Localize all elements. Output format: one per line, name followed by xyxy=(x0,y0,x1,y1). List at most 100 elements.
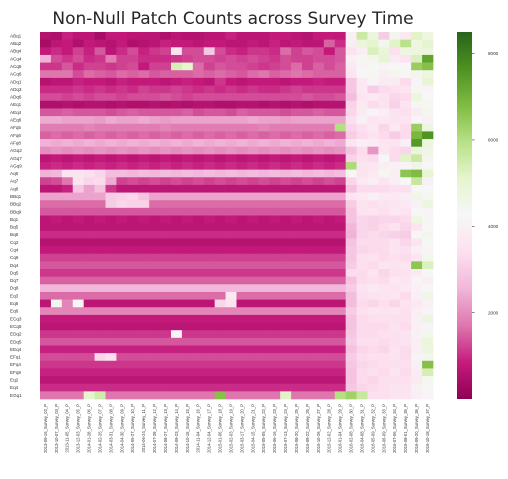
heatmap-cell xyxy=(127,215,139,224)
heatmap-cell xyxy=(269,39,281,48)
heatmap-cell xyxy=(356,123,368,132)
heatmap-cell xyxy=(192,39,205,48)
heatmap-cell xyxy=(116,47,128,56)
heatmap-cell xyxy=(323,368,336,377)
heatmap-cell xyxy=(225,108,237,117)
heatmap-cell xyxy=(258,299,270,308)
heatmap-cell xyxy=(138,391,150,400)
heatmap-cell xyxy=(105,337,117,346)
heatmap-cell xyxy=(236,108,248,117)
heatmap-cell xyxy=(203,391,216,400)
heatmap-cell xyxy=(422,223,434,232)
heatmap-cell xyxy=(236,116,248,125)
heatmap-cell xyxy=(422,62,434,71)
heatmap-cell xyxy=(236,192,248,201)
heatmap-cell xyxy=(127,116,139,125)
heatmap-cell xyxy=(225,383,237,392)
heatmap-cell xyxy=(345,177,357,186)
heatmap-cell xyxy=(116,169,128,178)
heatmap-cell xyxy=(334,276,347,285)
heatmap-cell xyxy=(236,184,248,193)
heatmap-cell xyxy=(192,131,205,140)
heatmap-cell xyxy=(72,383,85,392)
heatmap-cell xyxy=(422,383,434,392)
heatmap-cell xyxy=(214,154,226,163)
heatmap-cell xyxy=(323,139,336,148)
heatmap-cell xyxy=(258,353,270,362)
heatmap-cell xyxy=(400,47,412,56)
heatmap-cell xyxy=(323,116,336,125)
heatmap-cell xyxy=(40,116,52,125)
heatmap-cell xyxy=(378,345,390,354)
heatmap-cell xyxy=(323,108,336,117)
heatmap-cell xyxy=(236,391,248,400)
heatmap-cell xyxy=(247,39,259,48)
heatmap-cell xyxy=(171,200,183,209)
heatmap-cell xyxy=(302,314,314,323)
heatmap-cell xyxy=(422,192,434,201)
heatmap-cell xyxy=(236,291,248,300)
y-tick-label: Eq5 xyxy=(10,301,19,306)
heatmap-cell xyxy=(94,116,106,125)
heatmap-cell xyxy=(367,269,379,278)
heatmap-cell xyxy=(411,192,423,201)
heatmap-cell xyxy=(105,299,117,308)
heatmap-cell xyxy=(302,322,314,331)
heatmap-cell xyxy=(389,169,401,178)
heatmap-cell xyxy=(40,307,52,316)
heatmap-cell xyxy=(345,39,357,48)
heatmap-cell xyxy=(367,368,379,377)
heatmap-cell xyxy=(334,307,347,316)
heatmap-cell xyxy=(203,360,216,369)
heatmap-cell xyxy=(116,32,128,40)
heatmap-cell xyxy=(171,192,183,201)
heatmap-cell xyxy=(160,177,172,186)
heatmap-cell xyxy=(236,62,248,71)
heatmap-cell xyxy=(83,131,95,140)
heatmap-cell xyxy=(236,360,248,369)
heatmap-cell xyxy=(411,154,423,163)
heatmap-cell xyxy=(40,299,52,308)
heatmap-cell xyxy=(345,261,357,270)
heatmap-cell xyxy=(181,314,194,323)
heatmap-cell xyxy=(291,307,303,316)
heatmap-cell xyxy=(214,322,226,331)
heatmap-cell xyxy=(61,123,74,132)
heatmap-cell xyxy=(334,291,347,300)
heatmap-cell xyxy=(225,139,237,148)
heatmap-cell xyxy=(181,77,194,86)
heatmap-cell xyxy=(302,223,314,232)
heatmap-cell xyxy=(192,246,205,255)
heatmap-cell xyxy=(411,200,423,209)
heatmap-cell xyxy=(422,391,434,400)
heatmap-cell xyxy=(61,70,74,79)
heatmap-cell xyxy=(40,314,52,323)
heatmap-cell xyxy=(378,307,390,316)
heatmap-cell xyxy=(83,276,95,285)
heatmap-cell xyxy=(127,139,139,148)
heatmap-cell xyxy=(127,299,139,308)
heatmap-cell xyxy=(323,54,336,63)
heatmap-cell xyxy=(411,177,423,186)
heatmap-cell xyxy=(422,169,434,178)
heatmap-cell xyxy=(138,238,150,247)
heatmap-cell xyxy=(345,123,357,132)
heatmap-cell xyxy=(94,100,106,109)
heatmap-cell xyxy=(214,253,226,262)
heatmap-cell xyxy=(411,314,423,323)
heatmap-cell xyxy=(356,77,368,86)
heatmap-cell xyxy=(61,100,74,109)
heatmap-cell xyxy=(302,368,314,377)
heatmap-cell xyxy=(105,291,117,300)
heatmap-cell xyxy=(345,169,357,178)
heatmap-cell xyxy=(236,39,248,48)
heatmap-cell xyxy=(171,77,183,86)
heatmap-cell xyxy=(323,269,336,278)
heatmap-cell xyxy=(214,77,226,86)
heatmap-cell xyxy=(225,131,237,140)
heatmap-cell xyxy=(138,253,150,262)
heatmap-cell xyxy=(422,131,434,140)
heatmap-cell xyxy=(367,139,379,148)
heatmap-cell xyxy=(291,360,303,369)
heatmap-cell xyxy=(422,330,434,339)
